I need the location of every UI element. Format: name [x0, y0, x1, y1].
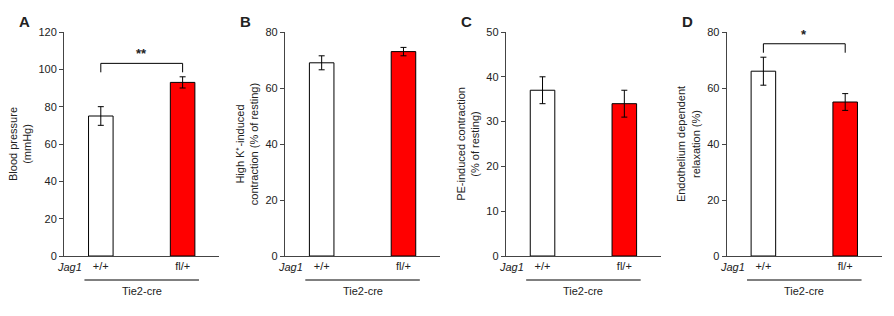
svg-text:B: B	[240, 13, 251, 30]
svg-text:20: 20	[486, 160, 498, 172]
svg-text:10: 10	[486, 205, 498, 217]
svg-text:80: 80	[707, 26, 719, 38]
svg-text:0: 0	[51, 250, 57, 262]
svg-text:40: 40	[486, 71, 498, 83]
svg-text:Tie2-cre: Tie2-cre	[122, 285, 162, 297]
svg-text:20: 20	[45, 213, 57, 225]
svg-text:80: 80	[45, 101, 57, 113]
svg-text:80: 80	[265, 26, 277, 38]
svg-text:+/+: +/+	[93, 260, 109, 272]
svg-text:fl/+: fl/+	[396, 260, 411, 272]
svg-text:0: 0	[713, 250, 719, 262]
svg-text:fl/+: fl/+	[838, 260, 853, 272]
svg-text:Jag1: Jag1	[278, 261, 303, 273]
svg-text:50: 50	[486, 26, 498, 38]
svg-text:60: 60	[707, 82, 719, 94]
svg-text:fl/+: fl/+	[617, 260, 632, 272]
svg-text:20: 20	[707, 194, 719, 206]
svg-text:Endothelium dependentrelaxatio: Endothelium dependentrelaxation (%)	[675, 86, 701, 202]
svg-text:Jag1: Jag1	[57, 261, 82, 273]
svg-text:100: 100	[38, 63, 56, 75]
svg-text:0: 0	[272, 250, 278, 262]
svg-text:**: **	[136, 46, 147, 61]
svg-text:+/+: +/+	[755, 260, 771, 272]
svg-text:20: 20	[265, 194, 277, 206]
svg-text:*: *	[801, 27, 807, 42]
svg-text:High K⁺-inducedcontraction (%: High K⁺-inducedcontraction (% of resting…	[234, 83, 260, 205]
svg-text:+/+: +/+	[535, 260, 551, 272]
svg-text:Tie2-cre: Tie2-cre	[563, 285, 603, 297]
svg-text:+/+: +/+	[314, 260, 330, 272]
svg-text:C: C	[461, 13, 472, 30]
svg-text:60: 60	[45, 138, 57, 150]
svg-text:120: 120	[38, 26, 56, 38]
svg-text:40: 40	[45, 175, 57, 187]
svg-text:PE-induced contraction(% of re: PE-induced contraction(% of resting)	[455, 87, 481, 201]
svg-text:40: 40	[265, 138, 277, 150]
svg-text:0: 0	[492, 250, 498, 262]
svg-text:Tie2-cre: Tie2-cre	[343, 285, 383, 297]
svg-text:40: 40	[707, 138, 719, 150]
svg-text:Jag1: Jag1	[499, 261, 524, 273]
svg-text:60: 60	[265, 82, 277, 94]
svg-text:A: A	[19, 13, 30, 30]
svg-text:30: 30	[486, 115, 498, 127]
svg-text:Jag1: Jag1	[720, 261, 745, 273]
svg-text:fl/+: fl/+	[175, 260, 190, 272]
svg-text:Tie2-cre: Tie2-cre	[784, 285, 824, 297]
svg-text:D: D	[682, 13, 693, 30]
svg-text:Blood pressure(mmHg): Blood pressure(mmHg)	[7, 107, 33, 181]
